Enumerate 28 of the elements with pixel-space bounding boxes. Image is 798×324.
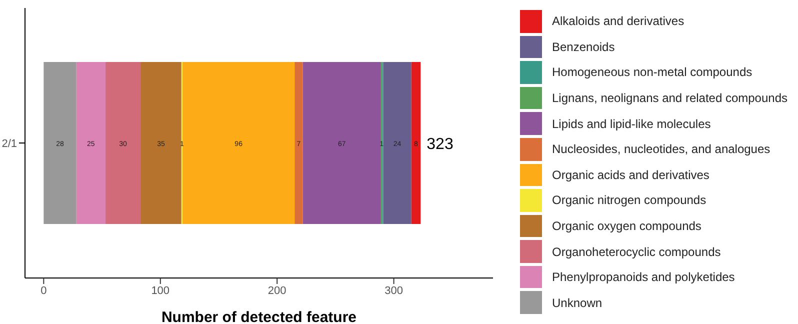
legend-label: Organic oxygen compounds — [552, 218, 702, 233]
bar — [383, 62, 412, 224]
legend-label: Phenylpropanoids and polyketides — [552, 270, 735, 284]
bar — [106, 62, 141, 224]
bar — [182, 62, 295, 224]
x-tick-label: 300 — [384, 284, 403, 297]
legend-label: Lignans, neolignans and related compounds — [552, 91, 788, 106]
x-tick-label: 100 — [151, 284, 170, 297]
legend-label: Lipids and lipid-like molecules — [552, 116, 711, 131]
legend-label: Nucleosides, nucleotides, and analogues — [552, 142, 770, 156]
legend-label: Alkaloids and derivatives — [552, 14, 684, 28]
legend-label: Benzenoids — [552, 40, 615, 54]
x-tick-label: 0 — [40, 284, 47, 297]
legend-label: Homogeneous non-metal compounds — [552, 65, 752, 80]
bar — [44, 62, 76, 224]
legend-label: Organoheterocyclic compounds — [552, 244, 721, 259]
x-axis-title: Number of detected feature — [161, 309, 357, 324]
legend-label: Unknown — [552, 296, 602, 310]
y-tick-label: 2/1 — [2, 138, 17, 150]
bar — [411, 62, 421, 224]
bar — [294, 62, 303, 224]
bar — [140, 62, 182, 224]
bar — [76, 62, 106, 224]
x-tick-label: 200 — [268, 284, 286, 297]
total-label: 323 — [426, 136, 454, 153]
bar — [302, 62, 381, 224]
legend-label: Organic acids and derivatives — [552, 168, 710, 182]
legend-label: Organic nitrogen compounds — [552, 193, 706, 208]
